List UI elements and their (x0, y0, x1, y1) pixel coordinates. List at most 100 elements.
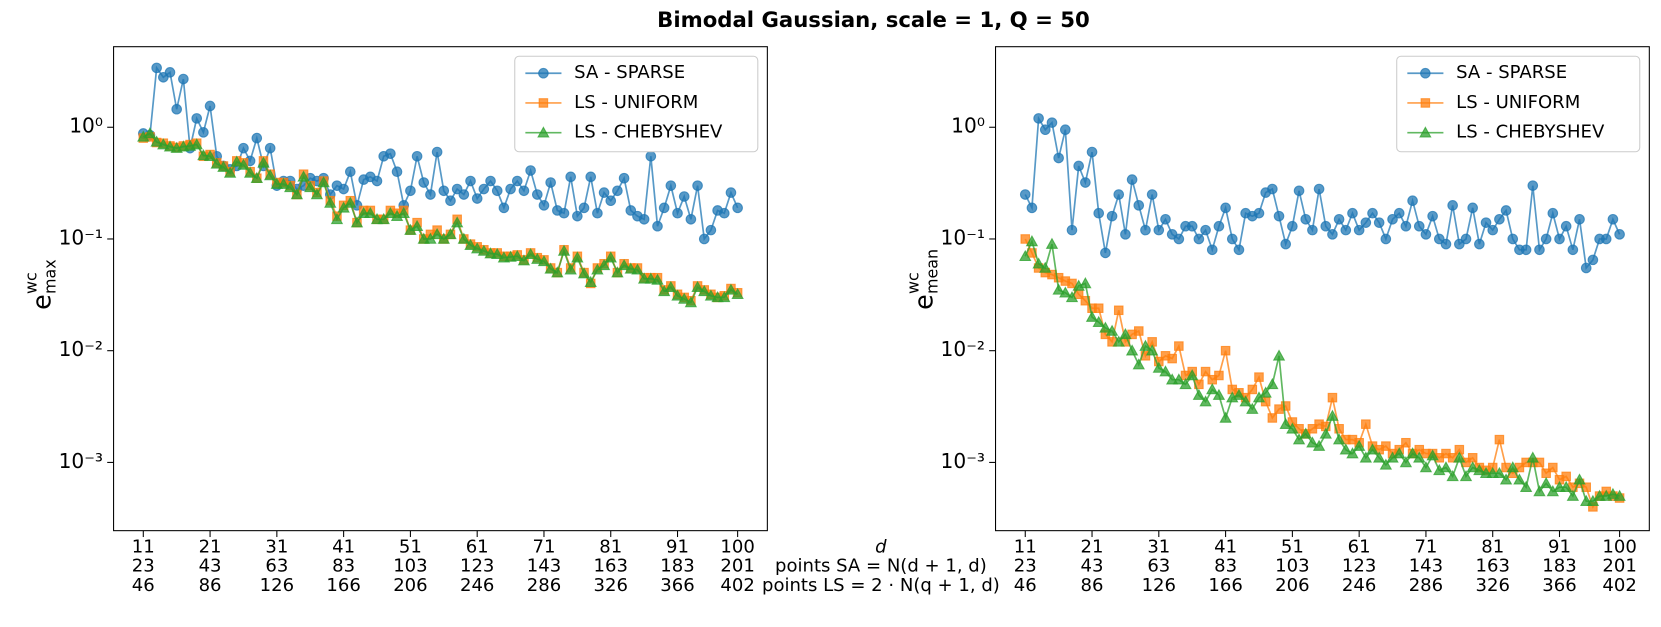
legend-label: LS - UNIFORM (574, 92, 698, 113)
point (618, 172, 630, 184)
x-tick-label-ls: 206 (393, 575, 427, 596)
x-tick-label: 51 (1281, 537, 1304, 558)
point (290, 188, 304, 200)
point (1373, 217, 1385, 228)
point (638, 213, 650, 225)
point (1600, 233, 1612, 245)
point (1254, 372, 1264, 382)
point (150, 135, 163, 147)
point (163, 140, 177, 152)
y-label: ewc max (21, 259, 59, 310)
point (1214, 370, 1224, 381)
point (1526, 451, 1539, 463)
point (625, 205, 637, 216)
x-tick-label-sa: 143 (1409, 556, 1443, 577)
point (691, 280, 704, 292)
point (538, 67, 549, 79)
point (1139, 339, 1152, 351)
point (1326, 409, 1339, 421)
point (458, 189, 470, 200)
point (525, 165, 536, 176)
point (551, 266, 564, 278)
point (1447, 200, 1458, 211)
x-tick-label: 31 (265, 537, 288, 558)
point (612, 185, 623, 197)
x-tick-label-sa: 23 (1014, 556, 1037, 577)
x-tick-label: 51 (399, 537, 422, 558)
point (1393, 207, 1405, 219)
point (1474, 238, 1485, 250)
point (1587, 254, 1599, 266)
point (1547, 207, 1559, 219)
x-tick-label-ls: 246 (460, 575, 494, 596)
point (1359, 451, 1373, 463)
point (250, 171, 264, 183)
figure-title: Bimodal Gaussian, scale = 1, Q = 50 (657, 8, 1090, 33)
point (1367, 207, 1378, 219)
point (584, 275, 597, 288)
point (1507, 233, 1519, 245)
point (1219, 411, 1232, 423)
x-tick-label-sa: 123 (460, 556, 494, 577)
point (1300, 213, 1312, 225)
x-tick-label-sa: 43 (1081, 556, 1104, 577)
x-tick-label-sa: 123 (1342, 556, 1376, 577)
point (1159, 365, 1172, 377)
y-label: ewc mean (903, 249, 941, 310)
x-tick-label-sa: 23 (132, 556, 155, 577)
point (1112, 335, 1125, 347)
point (1045, 237, 1059, 249)
point (605, 195, 617, 207)
point (645, 150, 657, 162)
point (1427, 210, 1438, 222)
point (1407, 195, 1418, 207)
point (1559, 480, 1573, 492)
point (1246, 402, 1259, 414)
point (1020, 234, 1031, 244)
x-tick-label-ls: 366 (1542, 575, 1576, 596)
point (665, 180, 677, 191)
point (732, 202, 743, 214)
point (1313, 183, 1325, 195)
x-tick-label-ls: 166 (1208, 575, 1242, 596)
x-tick-label-ls: 286 (527, 575, 561, 596)
point (724, 283, 738, 295)
point (592, 207, 603, 219)
y-tick-label: 10⁻¹ (941, 225, 985, 249)
point (1607, 213, 1619, 225)
x-tick-label-ls: 402 (720, 575, 754, 596)
point (585, 171, 597, 183)
point (1327, 392, 1338, 403)
point (704, 289, 718, 301)
point (1420, 229, 1432, 240)
point (1319, 427, 1332, 439)
point (411, 150, 423, 162)
y-tick-label: 10⁰ (951, 114, 985, 138)
y-label-sub: mean (922, 249, 941, 294)
x-tick-label-ls: 126 (1142, 575, 1176, 596)
point (1327, 229, 1338, 240)
point (1032, 257, 1045, 269)
point (438, 185, 450, 197)
point (1500, 205, 1512, 216)
point (1206, 383, 1219, 395)
point (1239, 395, 1252, 407)
point (518, 185, 530, 197)
point (1513, 473, 1526, 485)
point (164, 67, 176, 78)
point (471, 193, 483, 204)
point (1554, 233, 1565, 245)
point (1346, 447, 1359, 459)
point (1312, 439, 1326, 451)
point (1287, 220, 1298, 232)
x-tick-label-ls: 46 (132, 575, 155, 596)
point (1066, 224, 1078, 236)
point (557, 244, 571, 256)
x-tick-label-sa: 201 (1602, 556, 1636, 577)
point (1105, 324, 1119, 336)
point (1480, 217, 1492, 228)
point (397, 206, 410, 219)
x-tick-label: 21 (1081, 537, 1104, 558)
y-tick-label: 10⁰ (69, 114, 103, 138)
point (1614, 229, 1625, 240)
